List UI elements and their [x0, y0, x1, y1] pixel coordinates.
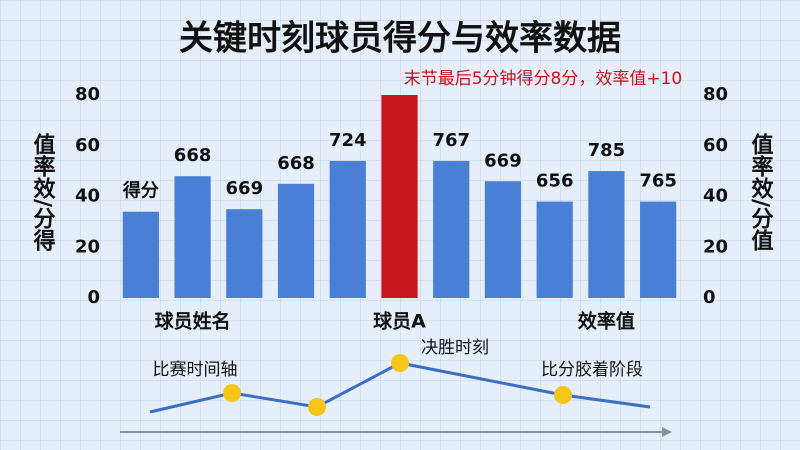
timeline-dot: [223, 384, 241, 402]
y-tick-label: 40: [75, 186, 100, 207]
timeline-label: 决胜时刻: [421, 338, 489, 358]
bar-text: 767: [432, 130, 470, 151]
y-tick-label: 80: [75, 84, 100, 105]
bar-text: 656: [536, 171, 574, 192]
bar: [381, 95, 418, 298]
bar-text: 785: [588, 140, 626, 161]
bar: [536, 201, 573, 298]
timeline-label: 比赛时间轴: [153, 359, 238, 380]
bar-text: 765: [639, 171, 677, 192]
bar: [226, 209, 263, 298]
bar: [122, 211, 159, 298]
y2-tick-label: 0: [703, 287, 716, 308]
bar-text: 668: [174, 145, 212, 166]
bar: [588, 171, 625, 298]
chart-title: 关键时刻球员得分与效率数据: [179, 19, 621, 59]
bar: [277, 183, 315, 298]
bar-text: 724: [329, 130, 367, 151]
timeline-dot: [308, 398, 326, 416]
bar: [484, 181, 522, 298]
x-tick-label: 效率值: [578, 310, 635, 333]
timeline-dot: [391, 354, 409, 372]
y-axis-label: 值率效/分得: [30, 132, 57, 251]
x-tick-label: 球员姓名: [155, 310, 231, 333]
timeline-dot: [554, 386, 572, 404]
timeline-label: 比分胶着阶段: [541, 360, 643, 380]
bar-text: 669: [226, 178, 264, 199]
y-tick-label: 60: [75, 135, 100, 156]
bar: [174, 176, 211, 298]
y-tick-label: 0: [87, 287, 100, 308]
bar: [329, 160, 366, 298]
y2-tick-label: 80: [703, 84, 728, 105]
bar: [433, 160, 470, 298]
timeline-line: [149, 361, 651, 414]
y2-tick-label: 60: [703, 135, 728, 156]
bar-text: 669: [484, 150, 522, 171]
y2-tick-label: 40: [703, 186, 728, 207]
x-tick-label: 球员A: [373, 310, 426, 333]
y2-tick-label: 20: [703, 236, 728, 257]
y2-axis-label: 值率效/分值: [748, 132, 774, 252]
bar: [640, 201, 677, 298]
timeline-arrow: [662, 427, 672, 437]
bar-text: 668: [277, 153, 315, 174]
bar-text: 得分: [122, 180, 159, 202]
annotation: 末节最后5分钟得分8分，效率值+10: [404, 69, 683, 89]
y-tick-label: 20: [75, 236, 100, 257]
